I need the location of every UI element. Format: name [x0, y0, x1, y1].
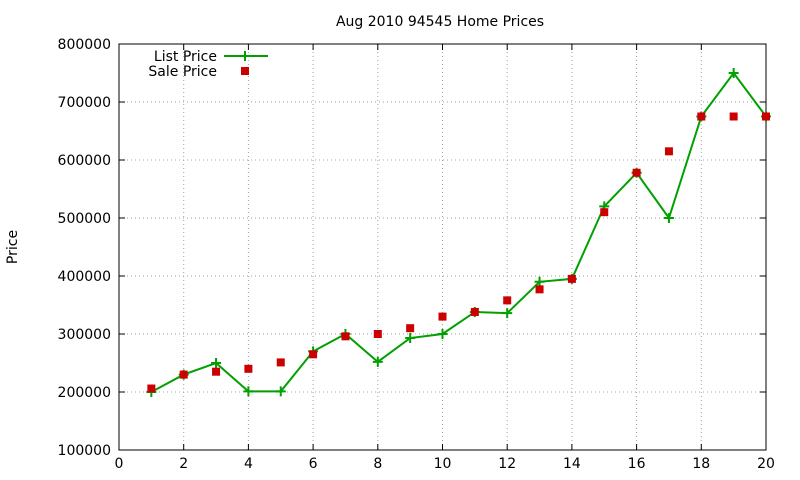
list-price-point	[405, 333, 416, 344]
sale-price-point	[470, 307, 479, 316]
sale-price-point	[309, 350, 318, 359]
chart-title: Aug 2010 94545 Home Prices	[336, 14, 544, 30]
sale-price-point	[762, 112, 770, 121]
list-price-point	[243, 386, 254, 397]
x-tick-label: 20	[757, 456, 775, 472]
y-tick-label: 800000	[58, 37, 111, 53]
x-tick-label: 12	[498, 456, 516, 472]
series-sale-price	[147, 112, 770, 393]
sale-price-point	[244, 364, 253, 373]
y-tick-label: 200000	[58, 385, 111, 401]
y-tick-label: 100000	[58, 443, 111, 459]
sale-price-point	[179, 370, 188, 379]
legend-label-list-price: List Price	[154, 49, 217, 65]
sale-price-point	[567, 274, 576, 283]
sale-price-point	[212, 367, 221, 376]
sale-price-point	[373, 330, 382, 338]
series-layer	[146, 68, 771, 397]
sale-price-point	[503, 296, 512, 305]
x-tick-label: 18	[692, 456, 710, 472]
list-price-point	[663, 213, 674, 223]
x-tick-label: 0	[115, 456, 124, 472]
legend-marker-sale-price	[241, 67, 249, 75]
sale-price-point	[664, 147, 673, 156]
y-tick-label: 400000	[58, 269, 111, 285]
x-tick-label: 10	[434, 456, 452, 472]
sale-price-point	[341, 332, 350, 341]
series-list-price	[146, 68, 771, 397]
sale-price-point	[438, 312, 447, 321]
list-price-point	[275, 386, 286, 397]
sale-price-point	[697, 112, 706, 121]
y-tick-label: 600000	[58, 153, 111, 169]
y-tick-label: 500000	[58, 211, 111, 227]
x-tick-label: 4	[244, 456, 253, 472]
list-price-point	[437, 329, 448, 339]
list-price-line	[150, 71, 767, 393]
x-tick-label: 8	[373, 456, 382, 472]
plot-area-frame	[118, 43, 767, 451]
sale-price-point	[632, 168, 641, 177]
list-price-point	[728, 68, 739, 78]
sale-price-point	[147, 384, 156, 393]
list-price-point	[211, 358, 222, 368]
tick-labels: 0 2 4 6 8 10 12 14 16 18 20 100000 200000 300000 40000…	[58, 37, 775, 472]
sale-price-point	[406, 324, 415, 333]
y-tick-label: 300000	[58, 327, 111, 343]
sale-price-point	[276, 358, 285, 367]
grid-lines	[119, 44, 766, 450]
x-tick-label: 14	[563, 456, 581, 472]
sale-price-point	[535, 285, 544, 294]
sale-price-point	[729, 112, 738, 121]
list-price-point	[534, 276, 545, 287]
list-price-point	[372, 356, 383, 367]
legend-label-sale-price: Sale Price	[148, 64, 217, 80]
y-axis-label: Price	[5, 230, 21, 264]
x-tick-label: 2	[179, 456, 188, 472]
sale-price-point	[600, 208, 609, 217]
legend-marker-list-price	[240, 51, 250, 61]
list-price-point	[502, 308, 513, 319]
y-tick-label: 700000	[58, 95, 111, 111]
x-tick-label: 6	[309, 456, 318, 472]
x-tick-label: 16	[628, 456, 646, 472]
